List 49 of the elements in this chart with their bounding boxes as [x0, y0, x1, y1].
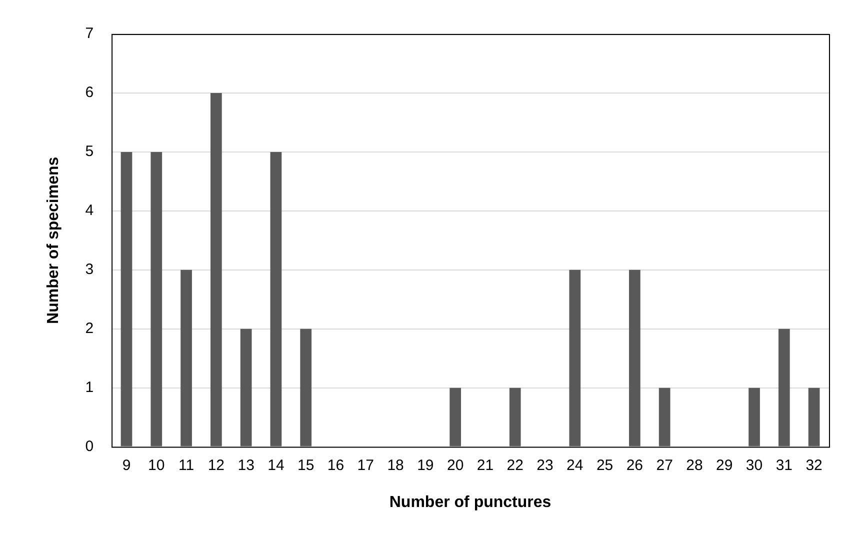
- x-tick-label: 22: [506, 456, 524, 474]
- y-tick-label: 0: [85, 438, 94, 455]
- x-tick-label: 12: [208, 456, 225, 474]
- x-tick-label: 25: [596, 456, 614, 474]
- bar: [210, 92, 222, 446]
- x-tick-label: 14: [268, 456, 284, 474]
- y-tick-label: 3: [85, 261, 94, 278]
- x-tick-label: 18: [387, 456, 404, 474]
- x-tick-label: 28: [686, 456, 703, 474]
- x-tick-label: 21: [476, 456, 494, 474]
- x-tick-label: 24: [566, 456, 584, 474]
- x-tick-label: 29: [716, 456, 733, 474]
- x-tick-label: 11: [178, 456, 194, 474]
- x-tick-label: 13: [238, 456, 254, 474]
- bar: [150, 152, 162, 446]
- bar: [629, 270, 640, 446]
- x-axis-title: Number of punctures: [389, 494, 552, 511]
- bar: [509, 388, 521, 446]
- x-tick-label: 16: [327, 456, 344, 474]
- x-tick-label: 20: [446, 456, 464, 474]
- x-tick-label: 9: [122, 456, 131, 474]
- x-tick-label: 32: [806, 456, 822, 474]
- x-tick-label: 23: [536, 456, 554, 474]
- bar: [569, 270, 581, 446]
- bar: [808, 388, 820, 446]
- bar: [778, 328, 790, 446]
- y-tick-label: 7: [85, 25, 94, 42]
- y-axis-title: Number of specimens: [45, 156, 62, 324]
- bar: [180, 270, 192, 446]
- x-tick-label: 15: [298, 456, 314, 474]
- y-tick-label: 2: [85, 320, 94, 337]
- y-tick-label: 1: [85, 378, 94, 396]
- x-tick-label: 31: [776, 456, 793, 474]
- bar: [748, 388, 760, 446]
- x-tick-label: 10: [148, 456, 165, 474]
- y-tick-label: 6: [85, 84, 94, 102]
- x-tick-label: 26: [626, 456, 644, 474]
- bar: [300, 328, 312, 446]
- bar: [240, 328, 252, 446]
- x-tick-label: 27: [656, 456, 673, 474]
- x-tick-label: 30: [746, 456, 763, 474]
- y-tick-label: 5: [85, 143, 94, 160]
- x-tick-label: 19: [417, 456, 434, 474]
- bar: [270, 152, 282, 446]
- x-tick-label: 17: [357, 456, 374, 474]
- bar: [450, 388, 462, 446]
- y-tick-label: 4: [85, 202, 94, 220]
- bar: [658, 388, 670, 446]
- bar: [120, 152, 132, 446]
